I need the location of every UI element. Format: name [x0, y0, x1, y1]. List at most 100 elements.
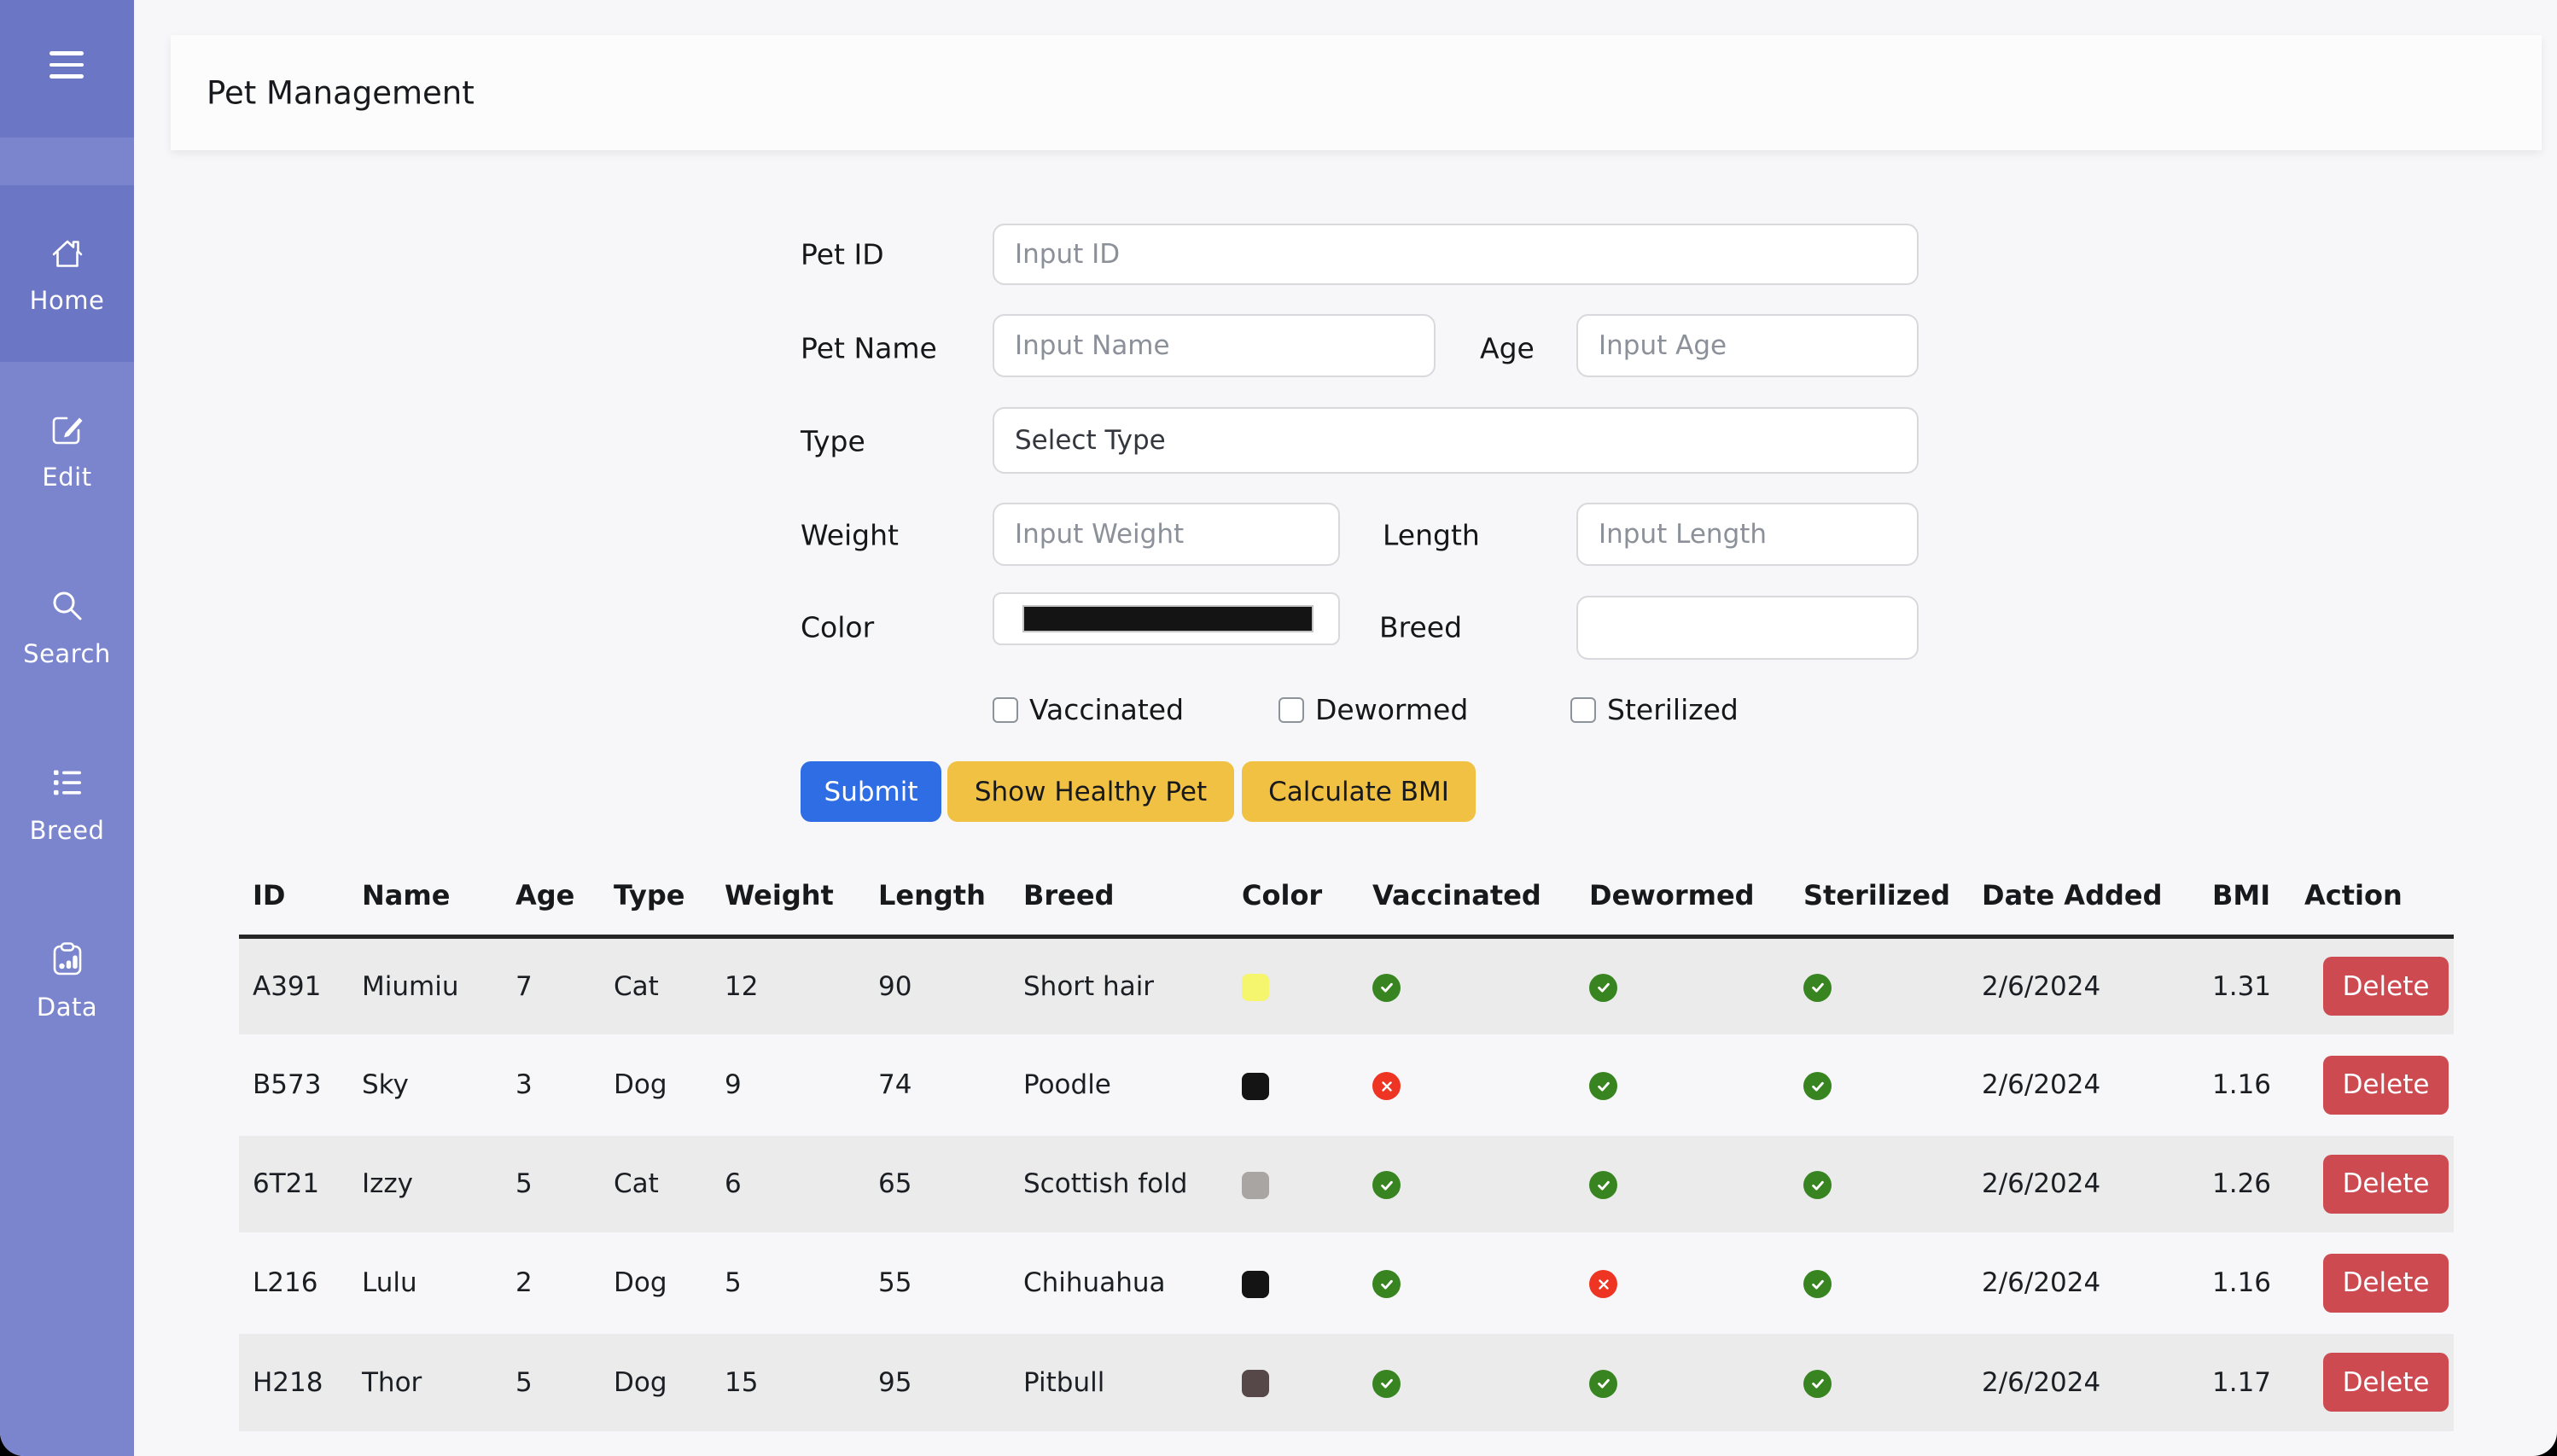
cell-vaccinated	[1372, 1034, 1589, 1134]
list-icon	[48, 763, 87, 802]
column-header-type: Type	[614, 856, 725, 939]
dewormed-status-yes-icon	[1589, 1072, 1617, 1100]
cell-breed: Short hair	[1023, 936, 1242, 1035]
column-header-dewormed: Dewormed	[1589, 856, 1803, 939]
dewormed-status-yes-icon	[1589, 1369, 1617, 1398]
sidebar-item-label: Search	[23, 638, 111, 668]
sidebar-item-search[interactable]: Search	[0, 539, 134, 715]
pet-id-input[interactable]	[993, 224, 1919, 285]
type-label: Type	[801, 424, 865, 458]
cell-color	[1242, 936, 1372, 1035]
cell-action: Delete	[2304, 1034, 2454, 1134]
pets-table-header-row: ID Name Age Type Weight Length Breed Color Vacci…	[239, 856, 2454, 939]
cell-name: Izzy	[362, 1133, 515, 1233]
sidebar-toggle-button[interactable]	[0, 0, 134, 137]
sidebar-item-breed[interactable]: Breed	[0, 715, 134, 892]
column-header-breed: Breed	[1023, 856, 1242, 939]
cell-weight: 12	[725, 936, 878, 1035]
sterilized-status-yes-icon	[1803, 1369, 1832, 1398]
home-icon	[48, 233, 87, 272]
vaccinated-status-yes-icon	[1372, 1270, 1401, 1298]
length-input[interactable]	[1576, 503, 1919, 566]
weight-label: Weight	[801, 518, 899, 552]
cell-breed: Chihuahua	[1023, 1232, 1242, 1332]
table-row: L216 Lulu 2 Dog 5 55 Chihuahua 2/6/2024 1.16 Dele…	[239, 1232, 2454, 1332]
cell-action: Delete	[2304, 1232, 2454, 1332]
cell-type: Dog	[614, 1331, 725, 1431]
column-header-age: Age	[515, 856, 614, 939]
cell-sterilized	[1803, 1133, 1982, 1233]
dewormed-checkbox-label: Dewormed	[1315, 693, 1469, 726]
weight-input[interactable]	[993, 503, 1340, 566]
delete-button[interactable]: Delete	[2323, 1055, 2449, 1115]
cell-dewormed	[1589, 1232, 1803, 1332]
cell-age: 5	[515, 1331, 614, 1431]
cell-sterilized	[1803, 1331, 1982, 1431]
sidebar-item-home[interactable]: Home	[0, 185, 134, 362]
cell-dewormed	[1589, 936, 1803, 1035]
table-row: B573 Sky 3 Dog 9 74 Poodle 2/6/2024 1.16 Delete	[239, 1034, 2454, 1134]
cell-type: Dog	[614, 1232, 725, 1332]
color-swatch	[1242, 1370, 1269, 1398]
delete-button[interactable]: Delete	[2323, 1353, 2449, 1412]
cell-length: 90	[878, 936, 1023, 1035]
column-header-sterilized: Sterilized	[1803, 856, 1982, 939]
column-header-weight: Weight	[725, 856, 878, 939]
show-healthy-pet-button[interactable]: Show Healthy Pet	[947, 761, 1234, 822]
vaccinated-status-yes-icon	[1372, 1369, 1401, 1398]
cell-id: 6T21	[239, 1133, 362, 1233]
sidebar-item-label: Data	[36, 992, 98, 1022]
column-header-vaccinated: Vaccinated	[1372, 856, 1589, 939]
sterilized-checkbox[interactable]	[1570, 696, 1596, 723]
delete-button[interactable]: Delete	[2323, 1154, 2449, 1214]
pet-name-input[interactable]	[993, 314, 1436, 377]
delete-button[interactable]: Delete	[2323, 1253, 2449, 1313]
breed-input[interactable]	[1576, 596, 1919, 660]
breed-label: Breed	[1379, 610, 1463, 644]
type-select[interactable]: Select Type	[993, 407, 1919, 474]
pet-id-label: Pet ID	[801, 237, 884, 271]
cell-id: H218	[239, 1331, 362, 1431]
cell-bmi: 1.17	[2212, 1331, 2304, 1431]
cell-age: 3	[515, 1034, 614, 1134]
calculate-bmi-button[interactable]: Calculate BMI	[1242, 761, 1476, 822]
cell-breed: Poodle	[1023, 1034, 1242, 1134]
color-label: Color	[801, 610, 875, 644]
cell-name: Lulu	[362, 1232, 515, 1332]
dewormed-status-no-icon	[1589, 1270, 1617, 1298]
cell-dewormed	[1589, 1331, 1803, 1431]
dewormed-checkbox[interactable]	[1278, 696, 1304, 723]
sidebar-item-label: Home	[29, 285, 105, 315]
cell-color	[1242, 1331, 1372, 1431]
vaccinated-checkbox[interactable]	[993, 696, 1018, 723]
submit-button[interactable]: Submit	[801, 761, 941, 822]
sidebar-item-label: Breed	[29, 815, 105, 845]
vaccinated-status-yes-icon	[1372, 973, 1401, 1002]
age-input[interactable]	[1576, 314, 1919, 377]
vaccinated-checkbox-label: Vaccinated	[1029, 693, 1185, 726]
table-row: H218 Thor 5 Dog 15 95 Pitbull 2/6/2024 1.17 Delet…	[239, 1331, 2454, 1431]
sterilized-status-yes-icon	[1803, 1171, 1832, 1199]
sterilized-status-yes-icon	[1803, 1072, 1832, 1100]
delete-button[interactable]: Delete	[2323, 957, 2449, 1016]
column-header-color: Color	[1242, 856, 1372, 939]
cell-name: Miumiu	[362, 936, 515, 1035]
sterilized-status-yes-icon	[1803, 1270, 1832, 1298]
cell-date-added: 2/6/2024	[1982, 1331, 2212, 1431]
sterilized-checkbox-label: Sterilized	[1607, 693, 1739, 726]
color-input[interactable]	[993, 592, 1340, 645]
page-header: Pet Management	[171, 35, 2542, 150]
color-swatch	[1242, 1270, 1269, 1298]
sidebar-item-data[interactable]: Data	[0, 892, 134, 1069]
sidebar-item-edit[interactable]: Edit	[0, 362, 134, 539]
cell-breed: Scottish fold	[1023, 1133, 1242, 1233]
cell-vaccinated	[1372, 1133, 1589, 1233]
cell-dewormed	[1589, 1133, 1803, 1233]
cell-dewormed	[1589, 1034, 1803, 1134]
cell-date-added: 2/6/2024	[1982, 1232, 2212, 1332]
pets-table: ID Name Age Type Weight Length Breed Color Vacci…	[239, 856, 2454, 1431]
cell-type: Cat	[614, 936, 725, 1035]
cell-vaccinated	[1372, 1232, 1589, 1332]
cell-age: 5	[515, 1133, 614, 1233]
